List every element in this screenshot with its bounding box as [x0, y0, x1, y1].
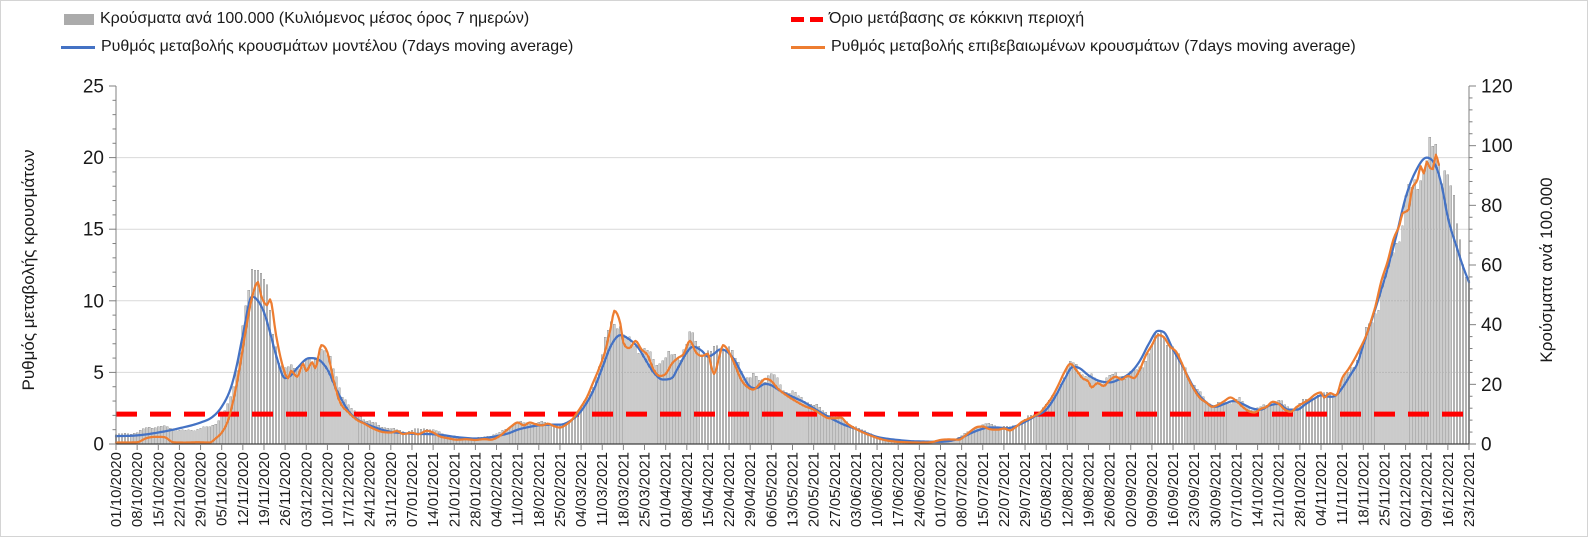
- legend-item-cases-bars: Κρούσματα ανά 100.000 (Κυλιόμενος μέσος …: [64, 10, 529, 28]
- legend-item-threshold: Όριο μετάβασης σε κόκκινη περιοχή: [791, 10, 1084, 28]
- x-axis-date-label: 08/07/2021: [954, 452, 971, 527]
- axes: 0 5 10 15 20 25 0 20 40 60 80 100 120 01/10/2020 08/10…: [83, 77, 1513, 528]
- x-axis-date-label: 20/05/2021: [806, 452, 823, 527]
- x-axis-date-label: 08/10/2020: [129, 452, 146, 527]
- x-axis-date-label: 28/01/2021: [467, 452, 484, 527]
- x-axis-date-label: 04/03/2021: [573, 452, 590, 527]
- legend-label-cases-bars: Κρούσματα ανά 100.000 (Κυλιόμενος μέσος …: [100, 10, 530, 27]
- x-axis-date-label: 22/07/2021: [996, 452, 1013, 527]
- x-axis-date-label: 21/10/2021: [1271, 452, 1288, 527]
- x-axis-date-label: 25/03/2021: [637, 452, 654, 527]
- x-axis-date-label: 29/10/2020: [193, 452, 210, 527]
- right-axis-title: Κρούσματα ανά 100.000: [1537, 177, 1556, 363]
- x-axis-date-label: 04/02/2021: [489, 452, 506, 527]
- left-axis-tick-label: 5: [93, 363, 104, 384]
- x-axis-date-label: 10/06/2021: [869, 452, 886, 527]
- right-axis-tick-label: 40: [1481, 315, 1502, 336]
- x-axis-date-label: 03/12/2020: [298, 452, 315, 527]
- x-axis-date-label: 02/09/2021: [1123, 452, 1140, 527]
- x-axis-date-label: 08/04/2021: [679, 452, 696, 527]
- x-axis-date-label: 17/12/2020: [341, 452, 358, 527]
- x-axis-date-label: 05/08/2021: [1038, 452, 1055, 527]
- x-axis-date-label: 12/08/2021: [1059, 452, 1076, 527]
- legend-label-model-rate: Ρυθμός μεταβολής κρουσμάτων μοντέλου (7d…: [101, 38, 574, 55]
- legend-label-confirmed-rate: Ρυθμός μεταβολής επιβεβαιωμένων κρουσμάτ…: [831, 38, 1356, 55]
- left-axis-tick-label: 25: [83, 77, 104, 98]
- confirmed-rate-line: [114, 153, 1440, 444]
- x-axis-date-label: 06/05/2021: [763, 452, 780, 527]
- x-axis-date-label: 25/02/2021: [552, 452, 569, 527]
- x-axis-date-label: 22/04/2021: [721, 452, 738, 527]
- x-axis-date-label: 15/10/2020: [150, 452, 167, 527]
- x-axis-date-label: 29/04/2021: [742, 452, 759, 527]
- x-axis-date-label: 11/02/2021: [510, 452, 527, 526]
- x-axis-date-label: 21/01/2021: [446, 452, 463, 527]
- x-axis-date-label: 26/08/2021: [1102, 452, 1119, 527]
- x-axis-date-label: 13/05/2021: [785, 452, 802, 527]
- x-axis-date-label: 01/10/2020: [108, 452, 125, 527]
- x-axis-date-label: 29/07/2021: [1017, 452, 1034, 527]
- x-axis-date-label: 11/03/2021: [594, 452, 611, 526]
- x-axis-date-label: 01/07/2021: [932, 452, 949, 527]
- x-axis-date-label: 27/05/2021: [827, 452, 844, 527]
- x-axis-date-label: 24/06/2021: [911, 452, 928, 527]
- x-axis-date-label: 10/12/2020: [319, 452, 336, 527]
- legend-item-confirmed-rate: Ρυθμός μεταβολής επιβεβαιωμένων κρουσμάτ…: [791, 38, 1356, 56]
- x-axis-date-label: 16/09/2021: [1165, 452, 1182, 527]
- model-rate-line: [114, 156, 1471, 443]
- x-axis-date-label: 19/08/2021: [1080, 452, 1097, 527]
- x-axis-date-label: 18/02/2021: [531, 452, 548, 527]
- legend-label-threshold: Όριο μετάβασης σε κόκκινη περιοχή: [829, 10, 1085, 27]
- right-axis-tick-label: 20: [1481, 375, 1502, 396]
- right-axis-tick-label: 100: [1481, 136, 1513, 157]
- blue-line-swatch-icon: [61, 45, 95, 49]
- x-axis-date-label: 18/03/2021: [615, 452, 632, 527]
- x-axis-date-label: 14/01/2021: [425, 452, 442, 527]
- x-axis-date-label: 14/10/2021: [1250, 452, 1267, 527]
- right-axis-tick-label: 0: [1481, 435, 1492, 456]
- x-axis-date-label: 18/11/2021: [1355, 452, 1372, 526]
- cases-bars-series: [114, 137, 1471, 445]
- x-axis-date-label: 01/04/2021: [658, 452, 675, 527]
- left-axis-tick-label: 15: [83, 220, 104, 241]
- left-axis-tick-label: 20: [83, 148, 104, 169]
- x-axis-date-label: 07/01/2021: [404, 452, 421, 527]
- x-axis-date-label: 16/12/2021: [1440, 452, 1457, 527]
- left-axis-title: Ρυθμός μεταβολής κρουσμάτων: [19, 149, 38, 391]
- x-axis-date-label: 07/10/2021: [1228, 452, 1245, 527]
- x-axis-date-label: 15/07/2021: [975, 452, 992, 527]
- right-axis-tick-label: 80: [1481, 196, 1502, 217]
- x-axis-date-label: 09/12/2021: [1419, 452, 1436, 527]
- left-axis-tick-label: 10: [83, 291, 104, 312]
- left-axis-tick-label: 0: [93, 435, 104, 456]
- dashed-line-swatch-icon: [791, 16, 823, 22]
- x-axis-date-label: 24/12/2020: [362, 452, 379, 527]
- x-axis-date-label: 15/04/2021: [700, 452, 717, 527]
- x-axis-date-label: 12/11/2020: [235, 452, 252, 526]
- x-axis-date-label: 31/12/2020: [383, 452, 400, 527]
- x-axis-date-label: 04/11/2021: [1313, 452, 1330, 526]
- legend-item-model-rate: Ρυθμός μεταβολής κρουσμάτων μοντέλου (7d…: [61, 38, 573, 56]
- orange-line-swatch-icon: [791, 45, 825, 49]
- gridlines: [116, 157, 1469, 373]
- x-axis-date-label: 05/11/2020: [214, 452, 231, 526]
- x-axis-date-label: 02/12/2021: [1398, 452, 1415, 527]
- right-axis-tick-label: 120: [1481, 77, 1513, 98]
- x-axis-date-label: 23/09/2021: [1186, 452, 1203, 527]
- right-axis-tick-label: 60: [1481, 256, 1502, 277]
- x-axis-date-label: 23/12/2021: [1461, 452, 1478, 527]
- x-axis-date-label: 28/10/2021: [1292, 452, 1309, 527]
- x-axis-date-label: 17/06/2021: [890, 452, 907, 527]
- x-axis-date-label: 19/11/2020: [256, 452, 273, 526]
- x-axis-date-label: 03/06/2021: [848, 452, 865, 527]
- x-axis-date-label: 22/10/2020: [171, 452, 188, 527]
- x-axis-date-label: 09/09/2021: [1144, 452, 1161, 527]
- x-axis-date-label: 25/11/2021: [1376, 452, 1393, 526]
- x-axis-date-label: 11/11/2021: [1334, 452, 1351, 525]
- x-axis-date-label: 26/11/2020: [277, 452, 294, 526]
- bar-swatch-icon: [64, 13, 94, 25]
- x-axis-date-label: 30/09/2021: [1207, 452, 1224, 527]
